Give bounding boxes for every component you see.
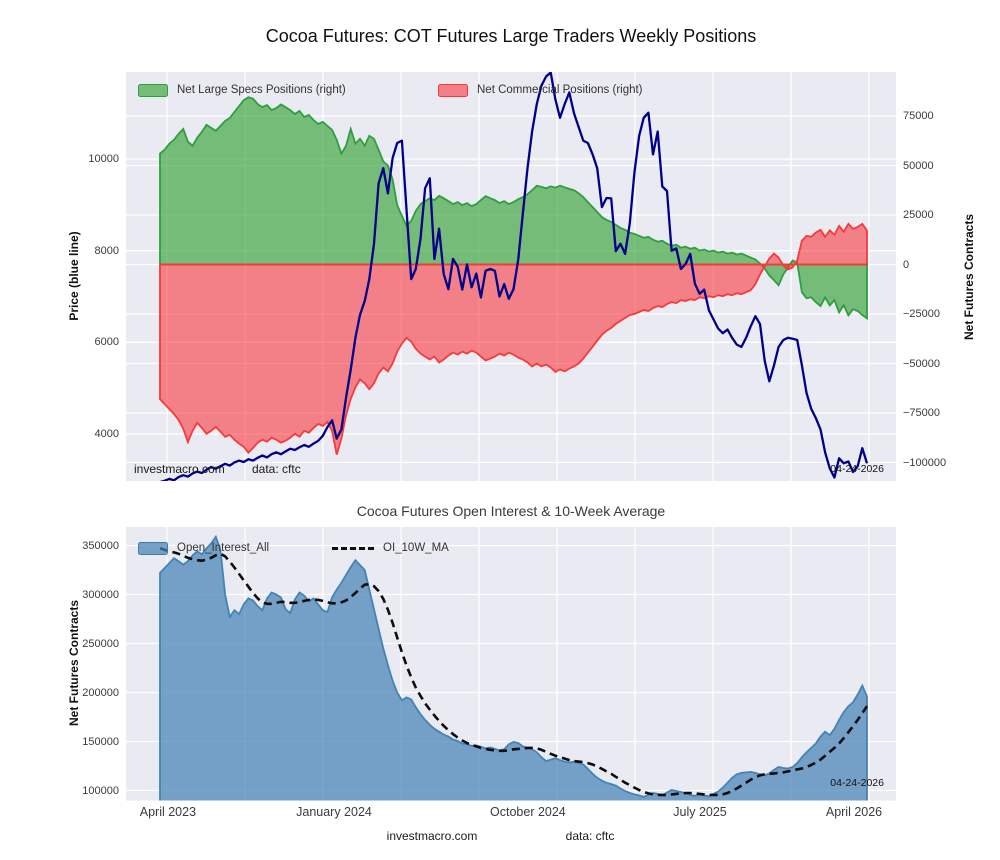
y-tick-label: 10000 xyxy=(88,153,119,165)
bottom-left-axis-label: Net Futures Contracts xyxy=(67,599,81,727)
x-tick-label: October 2024 xyxy=(490,805,566,819)
oi-moving-average-line xyxy=(159,547,869,797)
legend-item-net-large-specs: Net Large Specs Positions (right) xyxy=(138,82,346,98)
top-chart-last-date: 04-24-2026 xyxy=(830,463,884,475)
y-tick-label: −50000 xyxy=(903,357,941,370)
blue-swatch-icon xyxy=(138,541,168,555)
y-tick-label: −100000 xyxy=(903,456,947,469)
top-right-axis-label: Net Futures Contracts xyxy=(962,213,976,341)
green-swatch-icon xyxy=(138,83,168,97)
y-tick-label: 350000 xyxy=(82,539,119,552)
y-tick-label: 4000 xyxy=(94,428,119,440)
legend-item-oi-ma: OI_10W_MA xyxy=(332,540,449,556)
footer-source-text: data: cftc xyxy=(565,829,615,843)
y-tick-label: 75000 xyxy=(903,110,934,122)
open-interest-chart-title: Cocoa Futures Open Interest & 10-Week Av… xyxy=(356,503,666,519)
legend-label: Open_Interest_All xyxy=(177,542,270,554)
y-tick-label: 200000 xyxy=(82,686,119,699)
legend-item-open-interest: Open_Interest_All xyxy=(138,540,269,556)
x-tick-label: July 2025 xyxy=(673,805,727,819)
y-tick-label: 8000 xyxy=(94,244,119,257)
legend-label: OI_10W_MA xyxy=(383,542,449,554)
y-tick-label: 50000 xyxy=(903,159,934,172)
open-interest-area xyxy=(159,534,868,801)
footer-site-text: investmacro.com xyxy=(386,829,478,843)
y-tick-label: 100000 xyxy=(82,784,119,797)
y-tick-label: 250000 xyxy=(82,637,119,650)
dashed-line-icon xyxy=(332,546,374,550)
y-tick-label: −75000 xyxy=(903,407,941,419)
x-tick-label: April 2023 xyxy=(139,805,197,819)
net-large-specs-area xyxy=(159,96,868,321)
price-line xyxy=(159,72,869,481)
watermark-text: investmacro.com xyxy=(134,462,225,476)
legend-label: Net Large Specs Positions (right) xyxy=(177,84,346,96)
bottom-chart-last-date: 04-24-2026 xyxy=(830,777,884,789)
red-swatch-icon xyxy=(438,83,468,97)
y-tick-label: 150000 xyxy=(82,735,119,748)
legend-item-net-commercial: Net Commercial Positions (right) xyxy=(438,82,643,98)
y-tick-label: 300000 xyxy=(82,588,119,601)
y-tick-label: 25000 xyxy=(903,209,934,221)
y-tick-label: 6000 xyxy=(94,336,119,349)
legend-label: Net Commercial Positions (right) xyxy=(477,84,643,96)
data-source-text: data: cftc xyxy=(252,462,301,476)
y-tick-label: 0 xyxy=(903,258,910,271)
x-tick-label: January 2024 xyxy=(296,805,372,819)
y-tick-label: −25000 xyxy=(903,308,941,320)
page-title: Cocoa Futures: COT Futures Large Traders… xyxy=(265,26,757,46)
x-tick-label: April 2026 xyxy=(825,805,883,819)
net-commercial-area xyxy=(159,222,868,455)
